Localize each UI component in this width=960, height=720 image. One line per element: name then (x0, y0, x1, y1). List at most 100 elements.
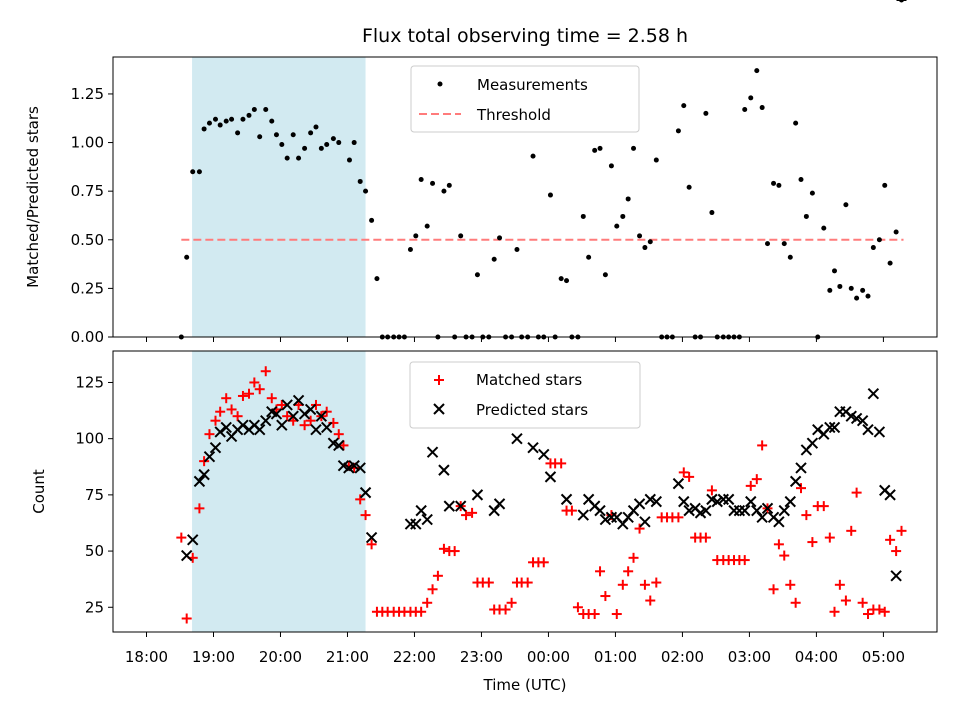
matched-star-point (215, 406, 226, 417)
x-tick-label: 03:00 (728, 648, 771, 666)
cross-b (722, 493, 735, 506)
cross-b (824, 421, 836, 434)
cross-b (214, 426, 226, 438)
measurement-point (474, 272, 480, 278)
predicted-star-point (756, 511, 768, 524)
predicted-star-point (773, 516, 785, 528)
cross-b (454, 500, 467, 512)
cross-b (410, 518, 422, 530)
measurement-point (424, 223, 430, 229)
measurement-point (407, 247, 413, 252)
cross-b (287, 410, 299, 422)
measurement-point (742, 107, 748, 112)
matched-star-point (651, 577, 662, 588)
cross-b (415, 504, 427, 517)
cross-b (237, 419, 249, 431)
matched-star-point (673, 512, 684, 523)
cross-b (198, 468, 210, 481)
measurement-point (558, 276, 564, 282)
cross-b (812, 423, 824, 436)
cross-b (862, 423, 874, 436)
cross-b (327, 437, 340, 449)
x-tick-label: 18:00 (125, 648, 168, 666)
measurement-point (430, 180, 436, 186)
cross-b (683, 504, 695, 517)
matched-star-point (204, 429, 215, 440)
predicted-star-point (443, 500, 456, 512)
cross-b (443, 500, 456, 512)
cross-b (292, 394, 305, 407)
predicted-star-point (812, 423, 824, 436)
predicted-star-point (315, 410, 328, 422)
matched-star-point (237, 390, 248, 401)
measurement-point (324, 142, 330, 147)
measurement-point (240, 116, 246, 122)
cross-b (220, 421, 232, 434)
predicted-star-point (198, 468, 210, 481)
measurement-point (882, 182, 888, 188)
predicted-star-point (633, 498, 646, 510)
cross-b (711, 495, 723, 508)
matched-star-point (276, 399, 287, 410)
matched-star-point (773, 539, 784, 550)
matched-star-point (589, 609, 600, 620)
cross-b (471, 489, 484, 501)
y-tick-label: 0.25 (71, 279, 104, 297)
predicted-star-point (292, 394, 305, 407)
matched-star-point (572, 602, 583, 613)
measurement-point (771, 180, 777, 186)
ratio-panel: 0.00 0.25 0.50 0.75 1.00 1.25 Matched/Predict… (24, 0, 938, 346)
matched-star-point (467, 507, 478, 518)
x-tick-label: 02:00 (661, 648, 704, 666)
measurement-point (586, 254, 592, 260)
matched-star-point (745, 480, 756, 491)
y-tick-label: 100 (75, 430, 104, 448)
matched-stars-legend-marker (434, 375, 444, 385)
matched-star-point (232, 411, 243, 422)
measurement-point (642, 245, 648, 251)
x-tick-label: 04:00 (795, 648, 838, 666)
measurement-point (458, 233, 464, 239)
matched-star-point (639, 579, 650, 590)
measurement-point (592, 147, 598, 153)
measurement-point (887, 260, 893, 266)
matched-star-point (824, 532, 835, 543)
measurement-point (653, 157, 659, 163)
measurement-point (363, 188, 369, 194)
matched-star-point (461, 510, 472, 521)
measurement-point (787, 254, 793, 260)
predicted-star-point (254, 423, 266, 436)
matched-star-point (623, 566, 634, 577)
matched-star-point (333, 429, 344, 440)
y-tick-label: 75 (85, 486, 104, 504)
predicted-star-point (544, 471, 557, 483)
cross-b (426, 446, 439, 458)
cross-b (180, 549, 193, 562)
matched-star-point (634, 523, 645, 534)
cross-b (599, 513, 612, 526)
measurement-point (754, 68, 760, 74)
measurement-point (759, 105, 765, 111)
measurement-point (821, 225, 827, 231)
predicted-star-point (421, 513, 433, 526)
count-legend-box (409, 361, 641, 429)
predicted-star-point (711, 495, 723, 508)
measurement-point (647, 239, 653, 245)
cross-b (778, 504, 790, 517)
x-axis-ticks: 18:00 19:00 20:00 21:00 22:00 23:00 00:00 01:00… (125, 648, 905, 666)
measurement-point (631, 145, 637, 151)
matched-star-point (226, 404, 237, 415)
cross-b (828, 421, 841, 434)
count-panel: 25 50 75 100 125 Count Matched stars Predict… (30, 0, 938, 637)
cross-b (193, 475, 206, 488)
y-tick-label: 50 (85, 542, 104, 560)
predicted-star-point (415, 504, 427, 517)
predicted-star-point (348, 459, 360, 472)
measurement-point (547, 192, 553, 198)
cross-b (756, 511, 768, 524)
measurement-point (263, 107, 269, 112)
measurement-point (597, 145, 603, 151)
matched-star-point (896, 525, 907, 536)
measurement-point (497, 235, 503, 241)
predicted-star-point (884, 489, 896, 501)
